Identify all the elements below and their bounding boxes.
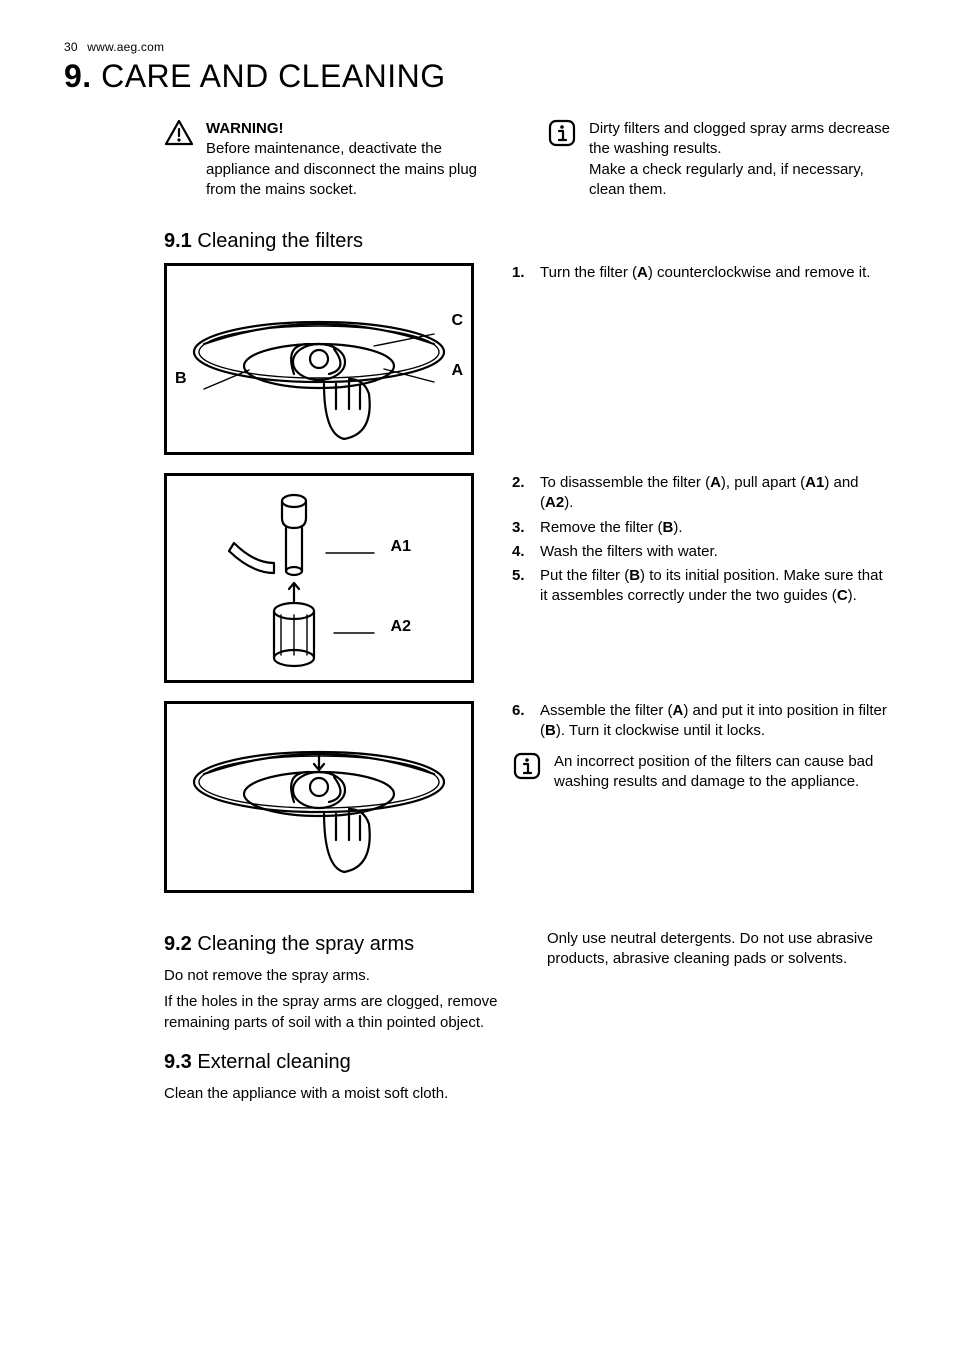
steps-block-2: To disassemble the filter (A), pull apar…	[512, 473, 890, 611]
step-list-3: Assemble the filter (A) and put it into …	[512, 701, 890, 742]
fig1-label-a: A	[451, 362, 463, 380]
warning-title: WARNING!	[206, 119, 507, 139]
sub1-number: 9.1	[164, 230, 192, 252]
sub3-title: External cleaning	[197, 1051, 350, 1073]
info-top-text: Dirty filters and clogged spray arms dec…	[589, 119, 890, 200]
sub2-para2: If the holes in the spray arms are clogg…	[164, 992, 507, 1033]
page-number: 30	[64, 40, 78, 54]
section-title: 9. CARE AND CLEANING	[64, 58, 890, 95]
warning-icon	[164, 119, 194, 147]
warning-col: WARNING! Before maintenance, deactivate …	[164, 119, 507, 218]
sub3-para1: Clean the appliance with a moist soft cl…	[164, 1084, 507, 1104]
fig2-label-a2: A2	[391, 618, 411, 636]
steps-block-3: Assemble the filter (A) and put it into …	[512, 701, 890, 810]
step-1: Turn the filter (A) counterclockwise and…	[512, 263, 890, 283]
info-icon	[512, 752, 542, 780]
top-row: WARNING! Before maintenance, deactivate …	[164, 119, 890, 218]
figure-2: A1 A2	[164, 473, 474, 683]
subhead-9-1: 9.1 Cleaning the filters	[64, 230, 890, 253]
step-list-1: Turn the filter (A) counterclockwise and…	[512, 263, 890, 283]
info-icon	[547, 119, 577, 147]
sub2-para1: Do not remove the spray arms.	[164, 966, 507, 986]
sub3-para2: Only use neutral detergents. Do not use …	[547, 929, 890, 970]
sub2-title: Cleaning the spray arms	[197, 933, 414, 955]
header-url: www.aeg.com	[87, 40, 164, 54]
header: 30 www.aeg.com	[64, 40, 890, 54]
subhead-9-3: 9.3 External cleaning	[164, 1051, 507, 1074]
lower-right: Only use neutral detergents. Do not use …	[547, 921, 890, 1110]
step-6: Assemble the filter (A) and put it into …	[512, 701, 890, 742]
group-fig3: Assemble the filter (A) and put it into …	[164, 701, 890, 911]
step-2: To disassemble the filter (A), pull apar…	[512, 473, 890, 514]
lower-row: 9.2 Cleaning the spray arms Do not remov…	[164, 921, 890, 1110]
fig2-label-a1: A1	[391, 538, 411, 556]
info-top-block: Dirty filters and clogged spray arms dec…	[547, 119, 890, 200]
figure-3	[164, 701, 474, 893]
sub1-title: Cleaning the filters	[197, 230, 363, 252]
info-col: Dirty filters and clogged spray arms dec…	[547, 119, 890, 218]
fig1-wrap: B A C	[164, 263, 474, 473]
fig3-wrap	[164, 701, 474, 911]
warning-text: WARNING! Before maintenance, deactivate …	[206, 119, 507, 200]
section-number: 9.	[64, 58, 92, 94]
content-body: WARNING! Before maintenance, deactivate …	[64, 119, 890, 1110]
step-4: Wash the filters with water.	[512, 542, 890, 562]
group-fig2: A1 A2 To disassemble the filter (A), pul…	[164, 473, 890, 701]
warning-body: Before maintenance, deactivate the appli…	[206, 140, 477, 198]
fig1-label-b: B	[175, 370, 187, 388]
sub2-number: 9.2	[164, 933, 192, 955]
fig1-label-c: C	[451, 312, 463, 330]
fig2-wrap: A1 A2	[164, 473, 474, 701]
steps-block-1: Turn the filter (A) counterclockwise and…	[512, 263, 890, 287]
step-5: Put the filter (B) to its initial positi…	[512, 566, 890, 607]
step-3: Remove the filter (B).	[512, 518, 890, 538]
group-fig1: B A C Turn the filter (A) counterclockwi…	[164, 263, 890, 473]
subhead-9-2: 9.2 Cleaning the spray arms	[164, 933, 507, 956]
warning-block: WARNING! Before maintenance, deactivate …	[164, 119, 507, 200]
figure-1: B A C	[164, 263, 474, 455]
page: 30 www.aeg.com 9. CARE AND CLEANING	[0, 0, 954, 1150]
info-mid-text: An incorrect position of the filters can…	[554, 752, 890, 793]
section-title-text: CARE AND CLEANING	[101, 58, 446, 94]
info-mid-block: An incorrect position of the filters can…	[512, 752, 890, 793]
sub3-number: 9.3	[164, 1051, 192, 1073]
lower-left: 9.2 Cleaning the spray arms Do not remov…	[164, 921, 507, 1110]
step-list-2: To disassemble the filter (A), pull apar…	[512, 473, 890, 607]
